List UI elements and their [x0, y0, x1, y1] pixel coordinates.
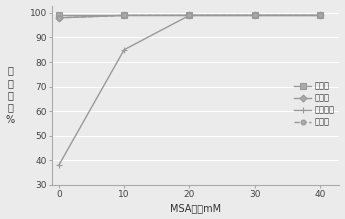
草酸根: [122, 14, 126, 17]
磷酸根: [318, 14, 322, 17]
草酸根: [187, 14, 191, 17]
Line: 磷酸根: 磷酸根: [57, 13, 322, 20]
Line: 硫酸根: 硫酸根: [56, 12, 323, 18]
Legend: 硫酸根, 磷酸根, 琥珀酸根, 草酸根: 硫酸根, 磷酸根, 琥珀酸根, 草酸根: [294, 81, 335, 127]
硫酸根: [318, 14, 322, 17]
X-axis label: MSA浓度mM: MSA浓度mM: [170, 203, 221, 214]
硫酸根: [253, 14, 257, 17]
草酸根: [57, 16, 61, 19]
草酸根: [318, 14, 322, 17]
硫酸根: [122, 14, 126, 17]
硫酸根: [57, 14, 61, 17]
琥珀酸根: [122, 48, 126, 51]
Line: 草酸根: 草酸根: [57, 13, 322, 20]
Line: 琥珀酸根: 琥珀酸根: [56, 12, 323, 169]
草酸根: [253, 14, 257, 17]
Y-axis label: 提
取
效
率
%: 提 取 效 率 %: [6, 65, 15, 125]
磷酸根: [253, 14, 257, 17]
琥珀酸根: [187, 14, 191, 17]
琥珀酸根: [318, 14, 322, 17]
磷酸根: [187, 14, 191, 17]
琥珀酸根: [57, 164, 61, 166]
磷酸根: [122, 14, 126, 17]
磷酸根: [57, 16, 61, 19]
琥珀酸根: [253, 14, 257, 17]
硫酸根: [187, 14, 191, 17]
